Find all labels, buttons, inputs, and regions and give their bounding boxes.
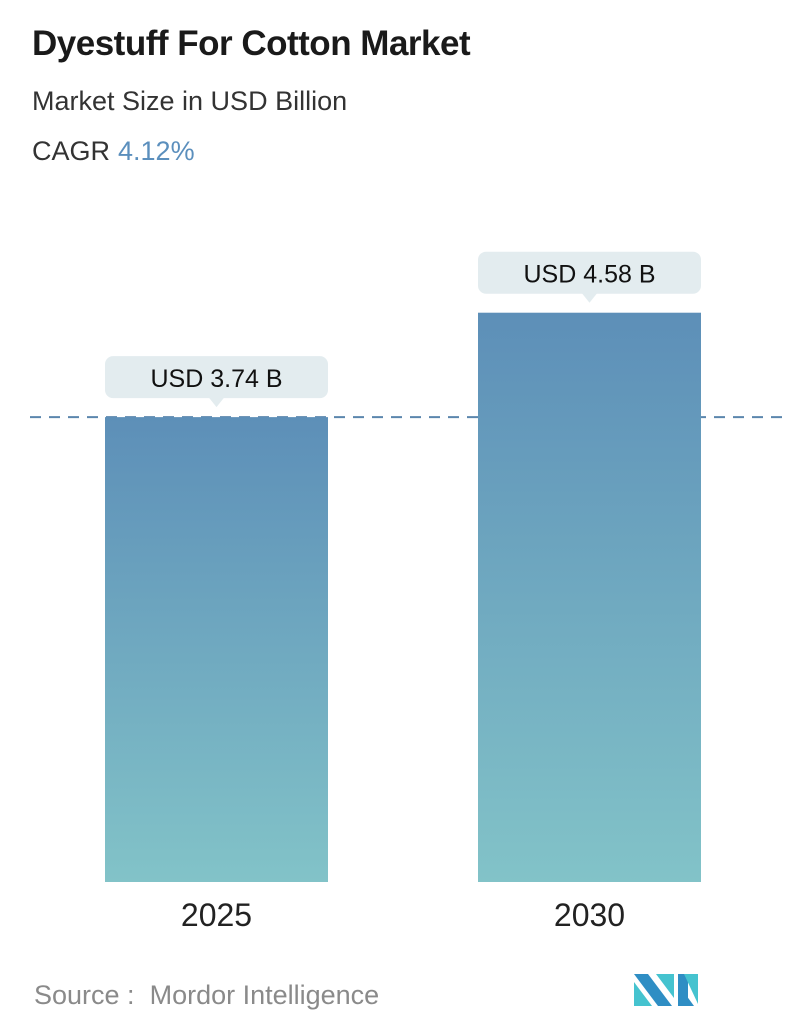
cagr-label: CAGR xyxy=(32,136,111,166)
source-value: Mordor Intelligence xyxy=(149,980,380,1010)
data-label: USD 4.58 B xyxy=(523,261,655,289)
x-tick-label: 2025 xyxy=(181,897,252,933)
cagr: CAGR 4.12% xyxy=(32,136,195,167)
data-label: USD 3.74 B xyxy=(150,365,282,393)
source-label: Source : xyxy=(34,980,135,1010)
source: Source : Mordor Intelligence xyxy=(34,980,379,1011)
mordor-logo xyxy=(634,974,698,1006)
bar-chart: USD 3.74 B 2025 USD 4.58 B 2030 xyxy=(30,251,790,933)
data-label-bubble xyxy=(478,251,701,294)
bar-2025 xyxy=(105,417,328,882)
bar-2030 xyxy=(478,312,701,882)
data-label-pointer xyxy=(208,397,225,408)
data-label-pointer xyxy=(581,292,598,303)
chart-title: Dyestuff For Cotton Market xyxy=(32,24,471,63)
cagr-value: 4.12% xyxy=(118,136,195,166)
data-label-bubble xyxy=(105,356,328,399)
chart-subtitle: Market Size in USD Billion xyxy=(32,86,348,116)
x-tick-label: 2030 xyxy=(554,897,625,933)
